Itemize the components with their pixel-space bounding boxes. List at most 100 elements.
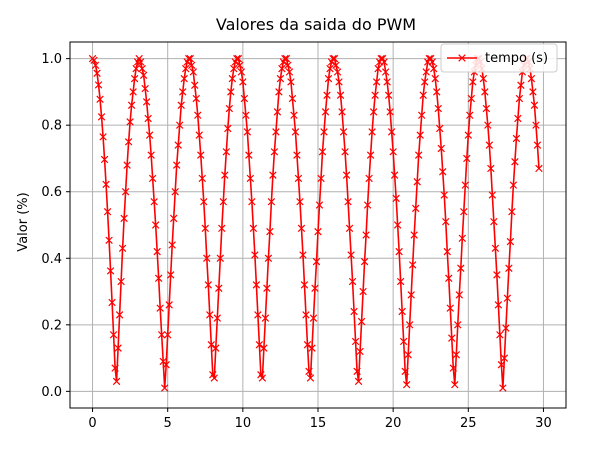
- data-point-marker: [398, 307, 406, 316]
- data-point-marker: [195, 131, 203, 139]
- data-point-marker: [445, 274, 453, 282]
- data-point-marker: [511, 158, 519, 166]
- x-tick-label: 20: [385, 416, 402, 431]
- data-point-marker: [505, 264, 513, 272]
- data-point-marker: [452, 351, 461, 359]
- data-point-marker: [449, 364, 457, 372]
- data-point-marker: [461, 181, 470, 189]
- data-point-marker: [481, 88, 489, 96]
- data-point-marker: [365, 174, 373, 183]
- data-point-marker: [145, 131, 154, 139]
- data-point-marker: [442, 217, 450, 226]
- data-point-marker: [306, 374, 315, 382]
- data-point-marker: [430, 64, 438, 73]
- data-point-marker: [499, 384, 507, 392]
- data-point-marker: [212, 344, 220, 352]
- data-point-marker: [500, 354, 509, 362]
- data-point-marker: [139, 71, 148, 79]
- data-point-marker: [360, 257, 369, 266]
- data-point-marker: [251, 251, 259, 259]
- data-point-marker: [353, 367, 361, 376]
- data-point-marker: [142, 98, 151, 106]
- data-point-marker: [533, 141, 542, 149]
- data-point-marker: [109, 331, 118, 339]
- series-plot: [88, 54, 543, 392]
- data-point-marker: [369, 108, 378, 116]
- data-point-marker: [408, 261, 417, 269]
- data-point-marker: [433, 88, 441, 96]
- data-point-marker: [103, 207, 112, 216]
- data-point-marker: [174, 141, 182, 149]
- data-point-marker: [222, 148, 231, 156]
- data-point-marker: [338, 108, 346, 116]
- data-point-marker: [428, 58, 436, 66]
- data-point-marker: [401, 367, 409, 376]
- data-point-marker: [431, 74, 439, 83]
- data-point-marker: [317, 174, 325, 183]
- data-point-marker: [348, 277, 357, 286]
- data-point-marker: [443, 247, 451, 256]
- data-point-marker: [276, 74, 285, 83]
- data-point-marker: [102, 180, 110, 189]
- data-point-marker: [168, 241, 176, 249]
- data-point-marker: [326, 64, 334, 73]
- data-point-marker: [198, 174, 206, 183]
- data-point-marker: [94, 81, 103, 89]
- data-point-marker: [407, 291, 415, 299]
- data-point-marker: [411, 204, 420, 213]
- data-point-marker: [488, 191, 497, 199]
- data-point-marker: [105, 236, 113, 245]
- data-point-marker: [120, 214, 128, 223]
- data-point-marker: [282, 54, 291, 63]
- data-point-marker: [215, 284, 223, 292]
- data-point-marker: [368, 128, 376, 136]
- data-point-marker: [466, 111, 474, 119]
- data-point-marker: [186, 54, 194, 63]
- data-point-marker: [490, 217, 498, 226]
- data-point-marker: [502, 324, 510, 332]
- data-point-marker: [273, 108, 282, 116]
- data-point-marker: [354, 377, 363, 386]
- data-point-marker: [153, 247, 161, 256]
- data-point-marker: [420, 78, 429, 86]
- data-point-marker: [496, 331, 504, 339]
- data-point-marker: [106, 267, 115, 275]
- data-point-marker: [493, 271, 501, 279]
- data-point-marker: [380, 58, 388, 66]
- data-point-marker: [206, 311, 214, 319]
- x-tick-label: 10: [235, 416, 252, 431]
- data-point-marker: [281, 54, 289, 63]
- data-point-marker: [532, 121, 540, 129]
- data-point-marker: [396, 277, 405, 286]
- data-point-marker: [96, 95, 104, 103]
- legend: tempo (s): [440, 43, 558, 73]
- data-point-marker: [240, 94, 249, 103]
- y-tick-label: 0.2: [41, 318, 62, 333]
- data-point-marker: [402, 380, 411, 389]
- data-point-marker: [272, 128, 280, 136]
- legend-marker-x-icon: [458, 54, 466, 62]
- data-point-marker: [157, 331, 166, 339]
- data-point-marker: [201, 224, 209, 233]
- data-point-marker: [517, 81, 525, 89]
- series-line: [91, 57, 540, 389]
- data-point-marker: [318, 148, 327, 156]
- data-point-marker: [321, 108, 330, 116]
- data-point-marker: [356, 347, 364, 356]
- data-point-marker: [114, 344, 122, 352]
- data-point-marker: [336, 91, 345, 99]
- x-tick-label: 30: [535, 416, 552, 431]
- data-point-marker: [117, 277, 125, 286]
- data-point-marker: [372, 78, 381, 86]
- data-point-marker: [230, 64, 238, 73]
- y-axis-ticks: 0.0 0.2 0.4 0.6 0.8 1.0: [41, 52, 70, 400]
- data-point-marker: [454, 321, 462, 329]
- data-point-marker: [392, 194, 400, 203]
- data-point-marker: [291, 128, 300, 136]
- data-point-marker: [509, 181, 518, 189]
- data-point-marker: [506, 237, 515, 246]
- data-point-marker: [130, 74, 139, 83]
- data-point-marker: [399, 337, 408, 346]
- data-point-marker: [239, 78, 247, 86]
